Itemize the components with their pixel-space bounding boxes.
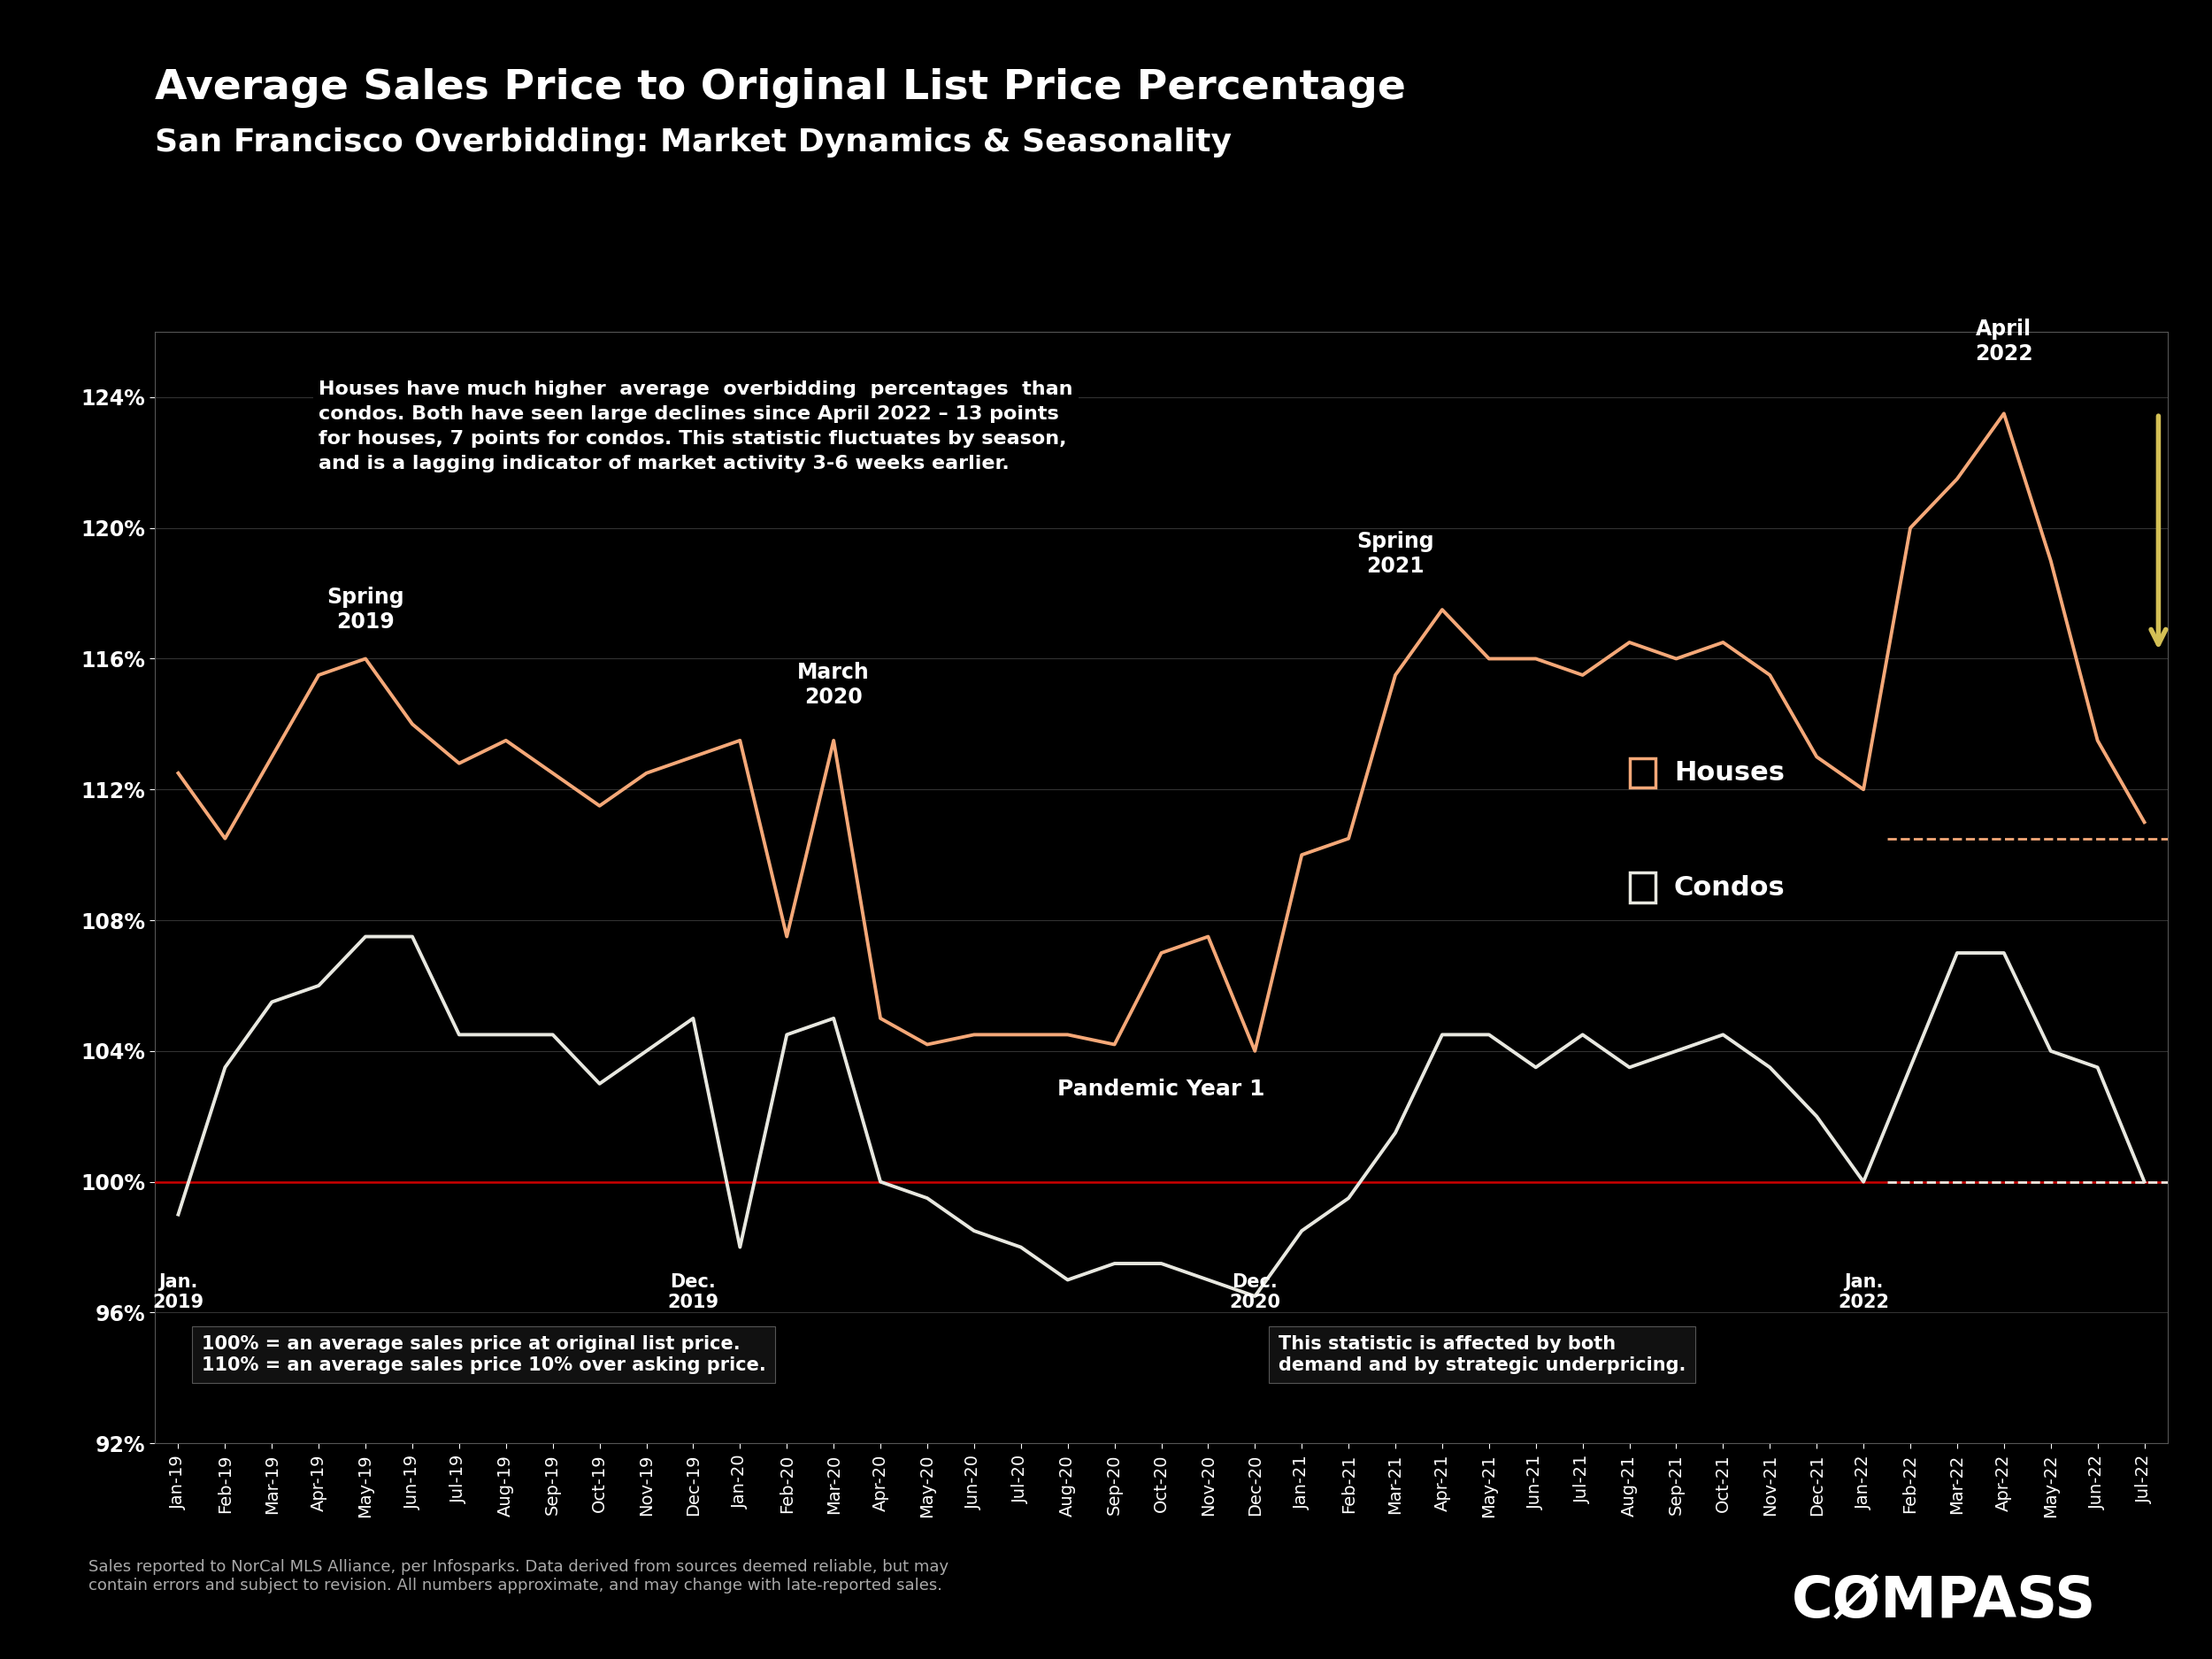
Text: March
2020: March 2020 (799, 662, 869, 708)
Text: Houses: Houses (1674, 760, 1785, 786)
Text: Houses have much higher  average  overbidding  percentages  than
condos. Both ha: Houses have much higher average overbidd… (319, 382, 1073, 473)
Text: Pandemic Year 1: Pandemic Year 1 (1057, 1078, 1265, 1100)
Text: Sales reported to NorCal MLS Alliance, per Infosparks. Data derived from sources: Sales reported to NorCal MLS Alliance, p… (88, 1559, 949, 1594)
Text: 100% = an average sales price at original list price.
110% = an average sales pr: 100% = an average sales price at origina… (201, 1335, 765, 1374)
Text: April
2022: April 2022 (1975, 319, 2033, 365)
Bar (1630, 873, 1655, 902)
Text: Spring
2021: Spring 2021 (1356, 531, 1433, 577)
Text: Dec.
2020: Dec. 2020 (1230, 1274, 1281, 1312)
Text: Average Sales Price to Original List Price Percentage: Average Sales Price to Original List Pri… (155, 68, 1407, 108)
Text: Spring
2019: Spring 2019 (327, 587, 405, 632)
Bar (1630, 758, 1655, 788)
Text: This statistic is affected by both
demand and by strategic underpricing.: This statistic is affected by both deman… (1279, 1335, 1686, 1374)
Text: CØMPASS: CØMPASS (1792, 1573, 2097, 1629)
Text: Condos: Condos (1674, 874, 1785, 901)
Text: San Francisco Overbidding: Market Dynamics & Seasonality: San Francisco Overbidding: Market Dynami… (155, 128, 1232, 158)
Text: Jan.
2022: Jan. 2022 (1838, 1274, 1889, 1312)
Text: Dec.
2019: Dec. 2019 (668, 1274, 719, 1312)
Text: Jan.
2019: Jan. 2019 (153, 1274, 204, 1312)
